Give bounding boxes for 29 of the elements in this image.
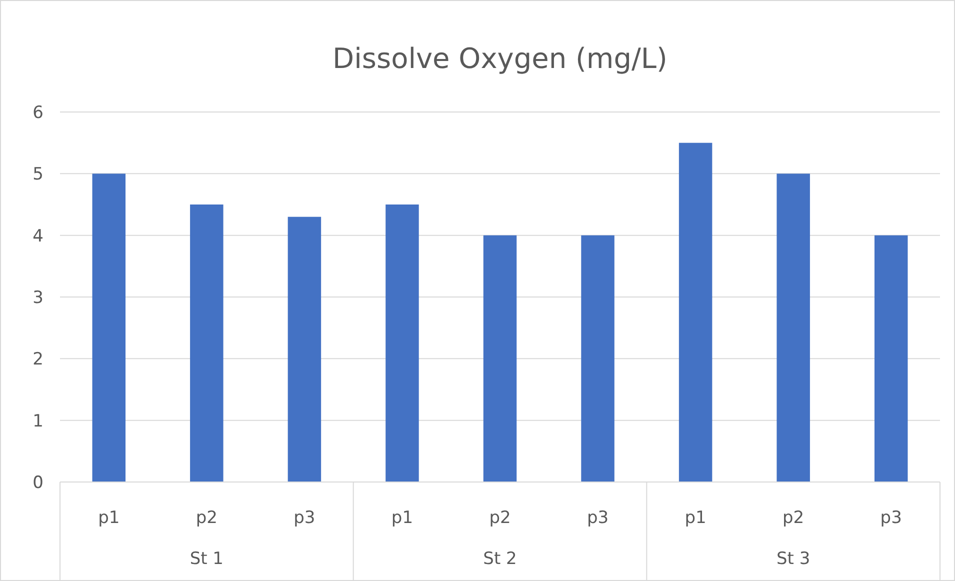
- bar: [288, 216, 322, 482]
- bar: [678, 142, 712, 482]
- y-tick-label: 5: [32, 164, 44, 185]
- y-tick-label: 6: [32, 102, 44, 123]
- y-tick-label: 2: [32, 350, 44, 370]
- bar: [581, 235, 614, 482]
- x-tick-label: p3: [880, 508, 902, 528]
- bar: [386, 204, 419, 482]
- x-tick-label: p1: [98, 508, 120, 528]
- bar: [92, 174, 126, 482]
- x-tick-label: p2: [196, 508, 218, 528]
- y-tick-label: 1: [32, 411, 44, 432]
- y-tick-label: 4: [32, 226, 44, 246]
- x-tick-label: p2: [489, 508, 511, 528]
- bar: [776, 174, 810, 482]
- text: St 3: [776, 548, 810, 569]
- text: St 1: [190, 548, 224, 569]
- x-tick-label: p1: [391, 508, 414, 528]
- x-tick-label: p2: [782, 508, 804, 528]
- text: St 2: [483, 548, 517, 569]
- x-tick-label: p3: [294, 508, 316, 528]
- bar: [190, 204, 224, 482]
- y-tick-label: 0: [32, 472, 44, 493]
- y-tick-label: 3: [32, 288, 44, 308]
- chart-title: Dissolve Oxygen (mg/L): [332, 42, 668, 75]
- x-tick-label: p3: [586, 508, 609, 528]
- bar: [874, 235, 908, 482]
- x-tick-label: p1: [684, 508, 706, 528]
- bar: [483, 235, 517, 482]
